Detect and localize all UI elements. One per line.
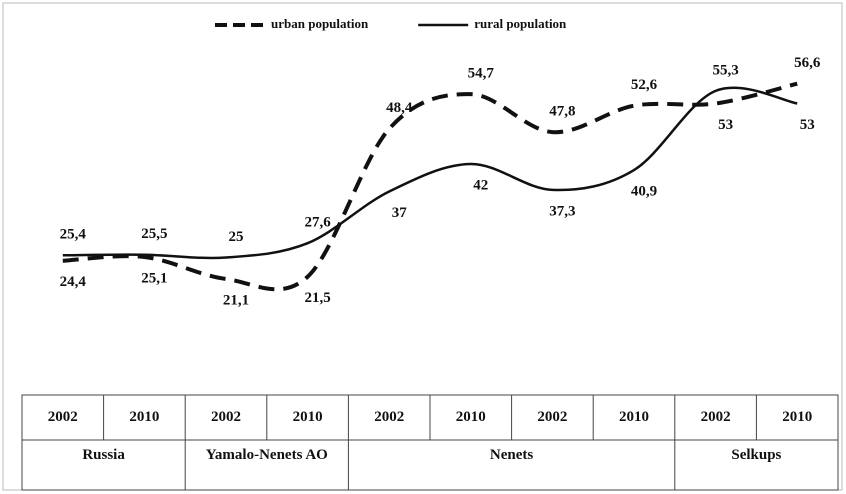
x-tick-label: 2010 <box>293 409 323 425</box>
x-tick-label: 2002 <box>374 409 404 425</box>
data-label: 47,8 <box>549 104 575 120</box>
data-label: 37,3 <box>549 203 575 219</box>
data-label: 48,4 <box>386 100 413 116</box>
data-label: 53 <box>718 117 733 133</box>
group-label: Russia <box>82 447 125 463</box>
x-tick-label: 2010 <box>129 409 159 425</box>
line-series <box>62 81 798 292</box>
data-label: 55,3 <box>712 62 738 78</box>
data-label: 24,4 <box>60 274 87 290</box>
x-tick-label: 2010 <box>619 409 649 425</box>
data-label: 21,5 <box>304 290 330 306</box>
x-tick-label: 2002 <box>211 409 241 425</box>
data-label: 52,6 <box>631 77 658 93</box>
group-label: Yamalo-Nenets AO <box>205 447 328 463</box>
data-label: 37 <box>392 205 408 221</box>
data-label: 54,7 <box>468 66 495 82</box>
group-label: Selkups <box>731 447 782 463</box>
legend-label: urban population <box>271 16 369 31</box>
data-label: 25,5 <box>141 226 167 242</box>
group-label: Nenets <box>489 447 534 463</box>
x-tick-label: 2002 <box>701 409 731 425</box>
x-tick-label: 2002 <box>48 409 78 425</box>
data-label: 53 <box>800 117 815 133</box>
x-tick-label: 2002 <box>537 409 567 425</box>
data-label: 42 <box>473 177 488 193</box>
data-label: 21,1 <box>223 292 249 308</box>
data-label: 27,6 <box>304 215 331 231</box>
data-label: 25,4 <box>60 227 87 243</box>
data-label: 56,6 <box>794 55 821 71</box>
x-tick-label: 2010 <box>456 409 486 425</box>
data-label: 25 <box>229 229 244 245</box>
data-label: 40,9 <box>631 183 657 199</box>
legend-label: rural population <box>474 16 567 31</box>
data-label: 25,1 <box>141 270 167 286</box>
line-series <box>62 86 798 260</box>
x-tick-label: 2010 <box>782 409 812 425</box>
